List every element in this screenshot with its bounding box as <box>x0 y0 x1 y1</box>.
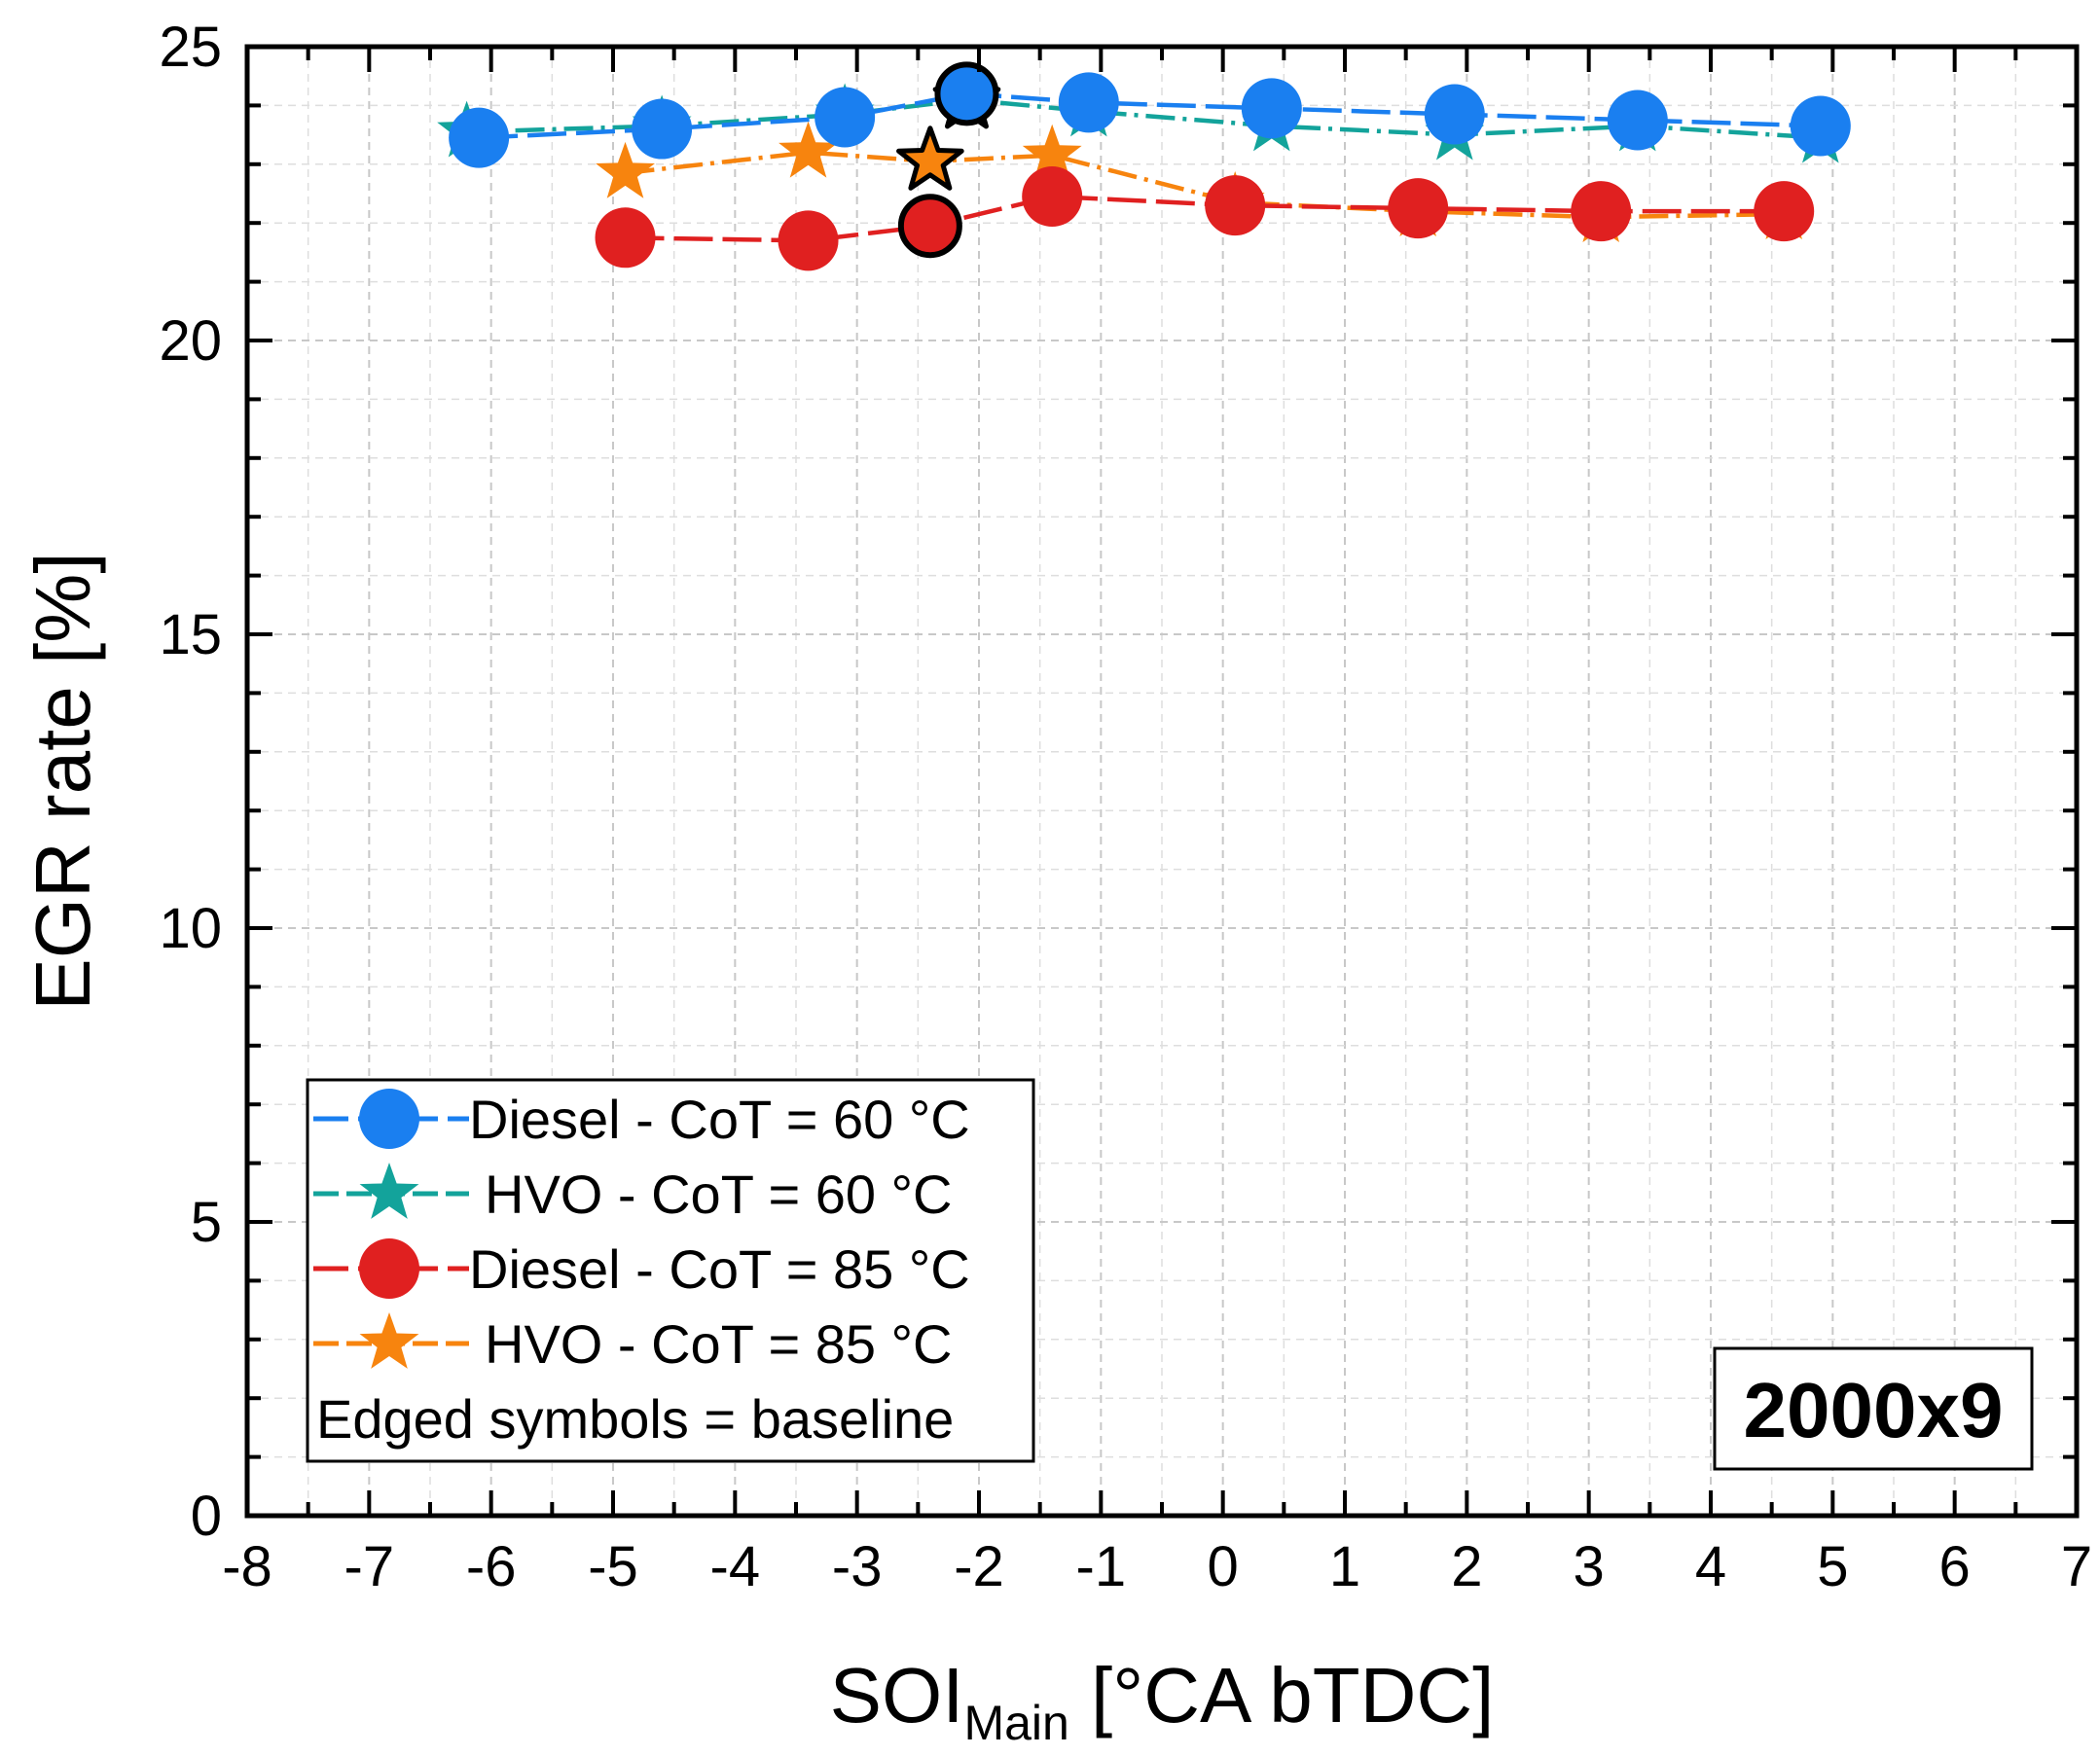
grid <box>247 47 2077 1516</box>
annotation-box: 2000x9 <box>1713 1346 2034 1471</box>
baseline-point <box>897 194 962 259</box>
y-tick-label: 15 <box>159 603 222 666</box>
data-point <box>1790 95 1851 157</box>
x-tick-label: -5 <box>588 1535 638 1598</box>
legend-label: HVO - CoT = 85 °C <box>485 1313 952 1375</box>
ticks <box>245 45 2079 1518</box>
data-point <box>1205 175 1266 236</box>
y-tick-label: 0 <box>191 1485 222 1548</box>
data-point <box>632 98 693 160</box>
legend-entry: HVO - CoT = 60 °C <box>313 1163 952 1225</box>
x-axis-label: SOIMain [°CA bTDC] <box>830 1652 1495 1750</box>
x-tick-label: 6 <box>1939 1535 1971 1598</box>
x-tick-label: -7 <box>344 1535 395 1598</box>
legend-label: HVO - CoT = 60 °C <box>485 1164 952 1225</box>
legend-entry: Diesel - CoT = 85 °C <box>313 1238 970 1300</box>
data-point <box>778 210 839 271</box>
x-tick-label: -2 <box>954 1535 1004 1598</box>
data-point <box>1424 84 1485 145</box>
x-tick-label: 7 <box>2061 1535 2092 1598</box>
series-layer <box>437 61 1851 271</box>
legend: Diesel - CoT = 60 °C HVO - CoT = 60 °C Die… <box>306 1078 1035 1463</box>
series-line <box>625 150 1785 220</box>
x-tick-label: -1 <box>1076 1535 1127 1598</box>
tick-labels: -8 -7 -6 -5 -4 -3 -2 -1 0 1 2 3 4 5 6 7 0 5 10 15 20 25 <box>159 16 2092 1598</box>
x-tick-label: -6 <box>466 1535 517 1598</box>
x-axis-label-main: SOI <box>830 1652 964 1738</box>
y-tick-label: 5 <box>191 1191 222 1254</box>
legend-entries: Diesel - CoT = 60 °C HVO - CoT = 60 °C Die… <box>313 1089 970 1375</box>
x-tick-label: 3 <box>1574 1535 1605 1598</box>
y-tick-label: 20 <box>159 309 222 373</box>
legend-entry: HVO - CoT = 85 °C <box>313 1312 952 1375</box>
legend-label: Diesel - CoT = 85 °C <box>469 1238 970 1300</box>
legend-marker <box>359 1238 419 1299</box>
x-axis-label-unit: [°CA bTDC] <box>1069 1652 1495 1738</box>
x-tick-label: 4 <box>1695 1535 1726 1598</box>
legend-marker <box>359 1312 419 1369</box>
x-tick-label: -4 <box>710 1535 761 1598</box>
data-point <box>449 107 510 168</box>
data-point <box>1022 124 1082 181</box>
x-tick-label: 1 <box>1329 1535 1360 1598</box>
data-point <box>1571 181 1632 242</box>
annotation-text: 2000x9 <box>1744 1367 2004 1453</box>
x-tick-label: 5 <box>1817 1535 1848 1598</box>
legend-note: Edged symbols = baseline <box>316 1388 954 1450</box>
series-0 <box>449 72 1851 168</box>
data-point <box>595 207 656 269</box>
baseline-point <box>896 125 964 191</box>
legend-marker <box>359 1163 419 1219</box>
x-axis-label-sub: Main <box>963 1696 1068 1750</box>
x-tick-label: 0 <box>1208 1535 1239 1598</box>
x-tick-label: -8 <box>222 1535 272 1598</box>
legend-marker <box>359 1089 419 1149</box>
y-tick-label: 10 <box>159 897 222 960</box>
legend-label: Diesel - CoT = 60 °C <box>469 1089 970 1150</box>
x-tick-label: -3 <box>832 1535 883 1598</box>
data-point <box>1754 181 1815 242</box>
data-point <box>1607 90 1668 151</box>
data-point <box>778 121 838 178</box>
x-tick-label: 2 <box>1451 1535 1482 1598</box>
annotation-frame <box>1713 1346 2034 1471</box>
data-point <box>1241 78 1302 139</box>
baseline-point <box>934 61 999 126</box>
y-tick-label: 25 <box>159 16 222 79</box>
data-point <box>1388 178 1449 239</box>
data-point <box>815 87 876 148</box>
series-2 <box>595 166 1815 271</box>
y-axis-label: EGR rate [%] <box>19 552 106 1010</box>
data-point <box>1058 72 1119 133</box>
data-point <box>1022 166 1083 228</box>
data-point <box>596 141 655 198</box>
legend-entry: Diesel - CoT = 60 °C <box>313 1089 970 1150</box>
